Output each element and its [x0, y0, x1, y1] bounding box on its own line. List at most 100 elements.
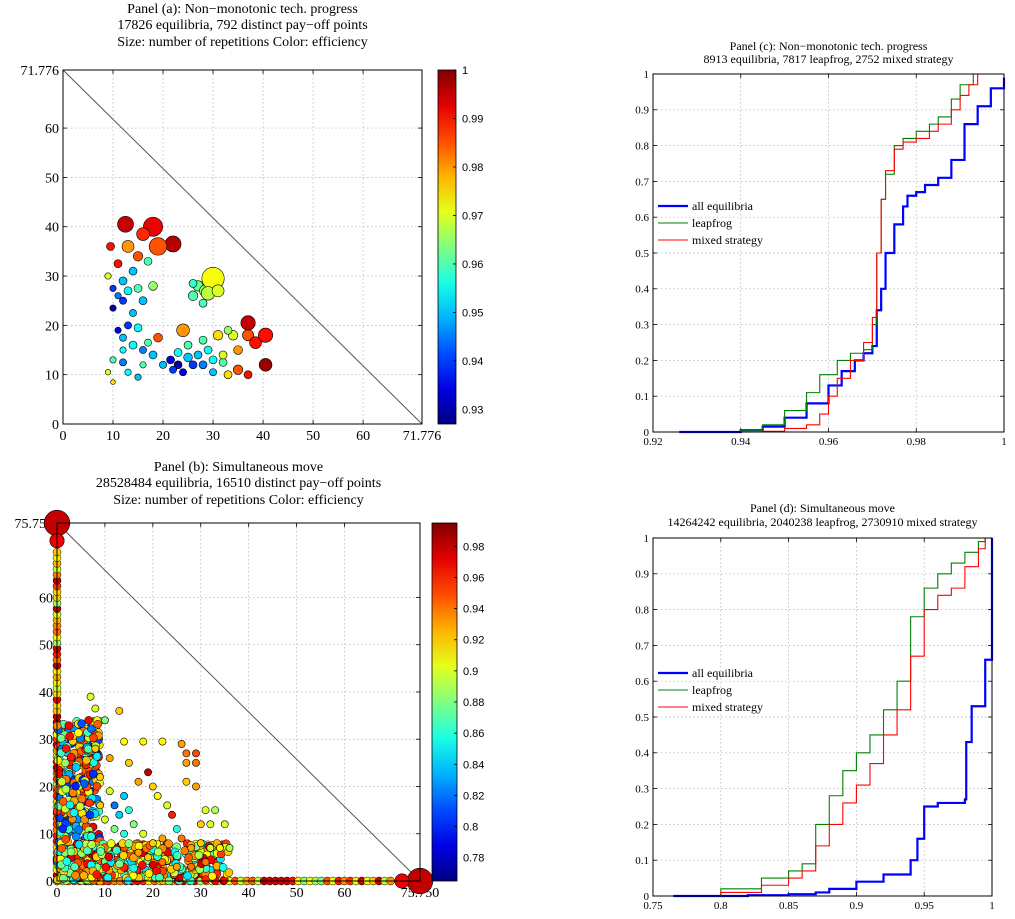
scatter-point: [65, 731, 74, 741]
x-tick-label: 10: [98, 886, 112, 901]
scatter-point: [92, 870, 102, 879]
panel-title-line: Size: number of repetitions Color: effic…: [113, 493, 364, 508]
scatter-point: [74, 840, 84, 849]
scatter-point: [104, 369, 112, 376]
scatter-point: [173, 360, 183, 370]
colorbar-tick-label: 0.96: [463, 572, 484, 584]
y-tick-label: 0: [644, 427, 650, 439]
scatter-point: [177, 834, 186, 843]
x-tick-label: 0.8: [714, 900, 728, 912]
x-tick-label: 40: [242, 886, 256, 901]
scatter-point: [148, 237, 168, 256]
scatter-point: [96, 801, 105, 810]
scatter-point: [232, 364, 244, 375]
scatter-point: [120, 792, 128, 800]
y-tick-label: 60: [39, 591, 53, 606]
scatter-point: [104, 272, 112, 280]
scatter-point: [139, 346, 147, 354]
y-tick-label: 40: [39, 686, 53, 701]
scatter-point: [109, 356, 117, 364]
axes-frame: [56, 522, 421, 882]
scatter-point: [106, 242, 115, 251]
colorbar-tick-label: 0.8: [463, 822, 478, 834]
scatter-point: [233, 345, 243, 355]
scatter-point: [188, 360, 198, 370]
scatter-point: [206, 844, 215, 852]
scatter-point: [128, 266, 138, 276]
scatter-point: [101, 815, 109, 824]
scatter-point: [183, 352, 193, 363]
y-tick-label: 0.3: [635, 319, 649, 331]
x-tick-label: 40: [256, 429, 270, 444]
scatter-point: [54, 769, 64, 778]
scatter-point: [196, 820, 205, 829]
y-tick-label: 1: [644, 533, 650, 545]
y-tick-label: 0: [46, 875, 53, 890]
x-tick-label: 0: [60, 429, 67, 444]
scatter-point: [57, 844, 66, 853]
scatter-point: [153, 847, 163, 857]
scatter-point: [258, 358, 273, 372]
scatter-point: [188, 279, 198, 288]
panel-title-line: Panel (a): Non−monotonic tech. progress: [127, 2, 358, 17]
scatter-point: [172, 825, 181, 833]
colorbar-tick-label: 1: [462, 65, 468, 77]
scatter-point: [120, 829, 128, 838]
scatter-point: [164, 839, 173, 848]
scatter-point: [66, 847, 76, 857]
scatter-point: [172, 851, 182, 860]
x-tick-label: 0.94: [731, 436, 751, 448]
scatter-point: [240, 315, 256, 331]
scatter-point: [209, 368, 217, 377]
x-tick-label: 20: [156, 429, 170, 444]
scatter-point: [89, 769, 98, 778]
axes-frame: [62, 69, 423, 425]
scatter-point: [134, 373, 142, 381]
colorbar-tick-label: 0.84: [463, 759, 484, 771]
scatter-point: [66, 752, 76, 762]
scatter-point: [134, 777, 143, 786]
scatter-point: [211, 284, 225, 298]
colorbar-tick-label: 0.99: [462, 113, 483, 125]
diagonal-line: [62, 69, 423, 425]
x-tick-label: 60: [356, 429, 370, 444]
y-tick-label: 0.7: [635, 640, 649, 652]
scatter-point: [143, 256, 153, 266]
scatter-point: [83, 744, 93, 754]
x-tick-label: 10: [106, 429, 120, 444]
axes-frame: [652, 73, 1005, 433]
scatter-point: [182, 777, 191, 786]
scatter-point: [119, 358, 127, 367]
x-tick-label: 0.98: [907, 436, 927, 448]
scatter-point: [114, 326, 122, 334]
scatter-point: [187, 844, 196, 852]
y-tick-label: 0.1: [635, 391, 649, 403]
scatter-point: [117, 215, 134, 233]
scatter-point: [249, 336, 262, 349]
scatter-point: [65, 800, 75, 810]
scatter-point: [92, 782, 102, 791]
scatter-point: [120, 737, 128, 746]
y-tick-label: 40: [45, 221, 59, 236]
scatter-point: [144, 869, 154, 878]
x-tick-label: 0.9: [850, 900, 864, 912]
panel-title-line: Size: number of repetitions Color: effic…: [117, 35, 368, 50]
scatter-point: [71, 781, 80, 791]
scatter-point: [119, 296, 127, 305]
scatter-point: [92, 752, 102, 761]
scatter-point: [212, 330, 224, 341]
scatter-point: [133, 284, 143, 293]
scatter-point: [192, 749, 200, 758]
scatter-point: [110, 801, 119, 810]
colorbar: [437, 69, 457, 425]
scatter-point: [218, 350, 228, 360]
scatter-point: [218, 358, 228, 367]
colorbar-tick-label: 0.92: [463, 635, 484, 647]
scatter-point: [86, 692, 95, 701]
panel-title-line: Panel (c): Non−monotonic tech. progress: [730, 39, 928, 53]
scatter-point: [77, 794, 87, 804]
scatter-point: [106, 839, 116, 848]
scatter-point: [124, 758, 133, 767]
y-tick-label: 0: [52, 418, 59, 433]
